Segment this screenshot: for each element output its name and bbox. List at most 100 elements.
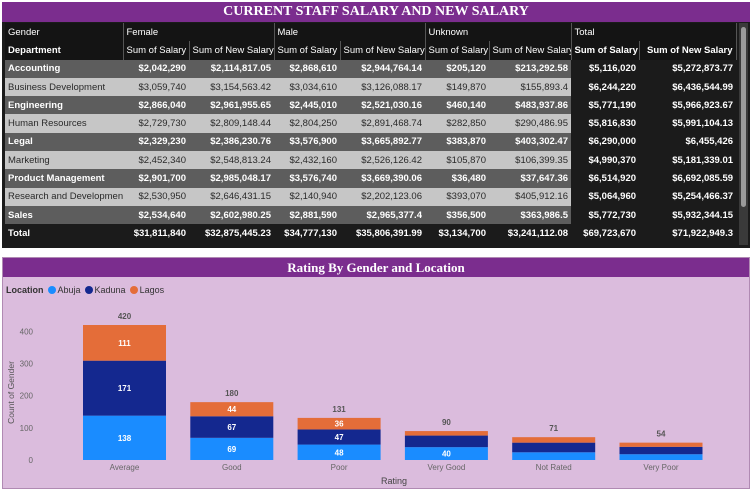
value-cell: $2,965,377.4 (340, 205, 425, 225)
measure-header[interactable]: Sum of New Salary (488, 41, 572, 60)
chart-title: Rating By Gender and Location (3, 258, 749, 277)
group-header-male[interactable]: Male (273, 23, 425, 42)
value-cell: $3,576,740 (274, 169, 340, 188)
x-tick-label: Average (110, 463, 140, 472)
value-cell: $483,937.86 (489, 96, 572, 115)
value-cell: $106,399.35 (489, 151, 572, 170)
value-cell: $2,114,817.05 (189, 59, 274, 78)
legend-dot (84, 286, 93, 294)
total-value-cell: $32,875,445.23 (189, 224, 274, 243)
group-header-female[interactable]: Female (122, 23, 274, 42)
total-label: 180 (225, 389, 239, 398)
value-cell: $5,272,873.77 (639, 59, 737, 78)
value-cell: $356,500 (425, 205, 489, 225)
department-cell[interactable]: Human Resources (5, 114, 123, 133)
value-cell: $2,445,010 (274, 96, 340, 115)
legend-label: Abuja (57, 285, 81, 295)
group-header-unknown[interactable]: Unknown (424, 23, 572, 42)
value-cell: $3,034,610 (274, 77, 340, 97)
value-cell: $5,816,830 (571, 114, 640, 133)
measure-header[interactable]: Sum of New Salary (638, 41, 737, 60)
department-cell[interactable]: Product Management (5, 169, 123, 188)
department-cell[interactable]: Accounting (5, 59, 123, 78)
y-tick-label: 200 (20, 392, 34, 401)
total-value-cell: $31,811,840 (123, 224, 189, 243)
value-cell: $5,932,344.15 (639, 205, 737, 225)
table-row: Research and Development $2,530,950 $2,646… (5, 187, 737, 206)
value-cell: $393,070 (425, 187, 489, 206)
department-cell[interactable]: Marketing (5, 151, 123, 170)
table-row: Product Management $2,901,700 $2,985,048.1… (5, 169, 737, 188)
value-cell: $2,530,950 (123, 187, 189, 206)
measure-header[interactable]: Sum of Salary (424, 41, 489, 60)
data-label: 47 (335, 433, 344, 442)
table-row: Engineering $2,866,040 $2,961,955.65 $2,445… (5, 96, 737, 115)
y-tick-label: 100 (20, 424, 34, 433)
table-row: Human Resources $2,729,730 $2,809,148.44 $2… (5, 114, 737, 133)
header-row-measures: Department Sum of Salary Sum of New Salary… (5, 41, 737, 60)
table-row: Business Development $3,059,740 $3,154,563… (5, 77, 737, 97)
group-header-total[interactable]: Total (570, 23, 737, 42)
legend-item-kaduna[interactable]: Kaduna (84, 285, 126, 295)
salary-table-title: CURRENT STAFF SALARY AND NEW SALARY (2, 2, 750, 22)
y-tick-label: 0 (29, 456, 34, 465)
table-scrollbar[interactable] (739, 23, 748, 245)
value-cell: $2,809,148.44 (189, 114, 274, 133)
total-value-cell: $34,777,130 (274, 224, 340, 243)
total-value-cell: $71,922,949.3 (639, 224, 737, 243)
value-cell: $2,901,700 (123, 169, 189, 188)
bar-segment-lagos (190, 402, 274, 417)
value-cell: $460,140 (425, 96, 489, 115)
department-cell[interactable]: Legal (5, 132, 123, 152)
value-cell: $403,302.47 (489, 132, 572, 152)
bar-segment-kaduna (83, 360, 166, 416)
department-cell[interactable]: Research and Development (5, 187, 123, 206)
chart-legend: Location Abuja Kaduna Lagos (6, 285, 164, 295)
value-cell: $5,116,020 (571, 59, 640, 78)
value-cell: $2,534,640 (123, 205, 189, 225)
department-cell[interactable]: Business Development (5, 77, 123, 97)
measure-header[interactable]: Sum of New Salary (339, 41, 425, 60)
salary-matrix: Gender Female Male Unknown Total Department Su… (5, 23, 737, 243)
value-cell: $2,985,048.17 (189, 169, 274, 188)
legend-item-lagos[interactable]: Lagos (129, 285, 165, 295)
x-tick-label: Very Poor (643, 463, 678, 472)
data-label: 67 (227, 423, 236, 432)
department-cell[interactable]: Engineering (5, 96, 123, 115)
measure-header[interactable]: Sum of Salary (273, 41, 340, 60)
value-cell: $2,386,230.76 (189, 132, 274, 152)
value-cell: $2,868,610 (274, 59, 340, 78)
measure-header[interactable]: Sum of New Salary (188, 41, 274, 60)
department-header[interactable]: Department (5, 41, 123, 60)
legend-item-abuja[interactable]: Abuja (47, 285, 81, 295)
bar-segment-abuja (619, 454, 703, 460)
scrollbar-thumb[interactable] (741, 27, 746, 207)
bar-segment-lagos (404, 431, 488, 436)
department-cell[interactable]: Sales (5, 205, 123, 225)
value-cell: $282,850 (425, 114, 489, 133)
value-cell: $36,480 (425, 169, 489, 188)
value-cell: $5,064,960 (571, 187, 640, 206)
measure-header[interactable]: Sum of Salary (122, 41, 189, 60)
total-label: 420 (118, 312, 132, 321)
value-cell: $2,646,431.15 (189, 187, 274, 206)
legend-label: Lagos (139, 285, 165, 295)
value-cell: $2,452,340 (123, 151, 189, 170)
value-cell: $3,126,088.17 (340, 77, 425, 97)
value-cell: $2,891,468.74 (340, 114, 425, 133)
measure-header[interactable]: Sum of Salary (570, 41, 640, 60)
total-value-cell: $3,241,112.08 (489, 224, 572, 243)
value-cell: $2,042,290 (123, 59, 189, 78)
data-label: 171 (118, 384, 132, 393)
bar-segment-kaduna (404, 435, 488, 448)
value-cell: $2,944,764.14 (340, 59, 425, 78)
value-cell: $105,870 (425, 151, 489, 170)
y-tick-label: 400 (20, 327, 34, 336)
x-tick-label: Not Rated (536, 463, 572, 472)
gender-header[interactable]: Gender (5, 23, 123, 42)
value-cell: $6,514,920 (571, 169, 640, 188)
table-row: Sales $2,534,640 $2,602,980.25 $2,881,590 $2… (5, 205, 737, 225)
value-cell: $3,665,892.77 (340, 132, 425, 152)
legend-dot (129, 286, 138, 294)
value-cell: $5,991,104.13 (639, 114, 737, 133)
